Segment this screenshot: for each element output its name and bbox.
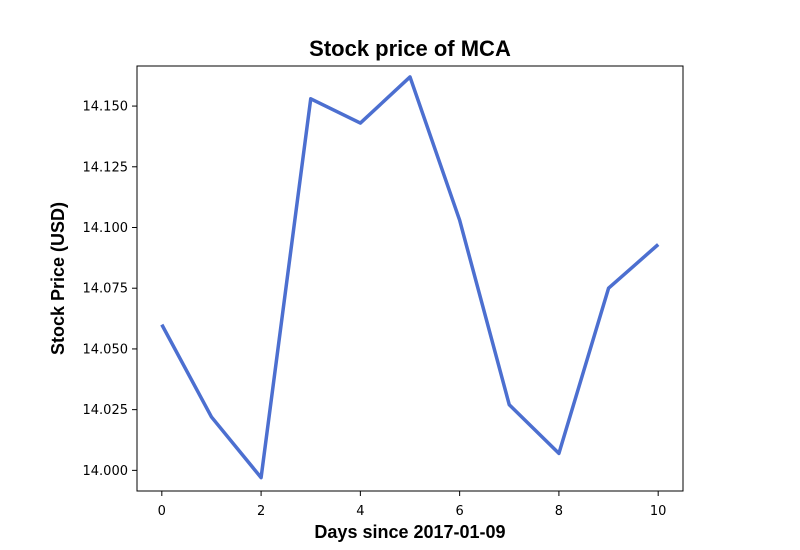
series-line-0 (160, 75, 660, 480)
x-axis-label: Days since 2017-01-09 (314, 522, 505, 542)
y-tick-label: 14.050 (83, 342, 129, 357)
chart-title: Stock price of MCA (309, 36, 511, 61)
x-tick-label: 10 (650, 504, 667, 519)
y-axis: 14.000 14.025 14.050 14.075 14.100 14.125 14.1… (83, 100, 137, 479)
x-tick-label: 0 (158, 504, 166, 519)
x-tick-label: 4 (356, 504, 364, 519)
y-tick-label: 14.100 (83, 221, 129, 236)
x-axis: 0 2 4 6 8 10 (158, 491, 667, 519)
y-tick-label: 14.000 (83, 464, 129, 479)
y-tick-label: 14.025 (83, 403, 129, 418)
x-tick-label: 6 (455, 504, 463, 519)
plot-frame (136, 65, 684, 492)
y-tick-label: 14.150 (83, 100, 129, 115)
x-tick-label: 8 (555, 504, 563, 519)
plot-area (160, 75, 660, 480)
y-axis-label: Stock Price (USD) (48, 202, 68, 355)
x-tick-label: 2 (257, 504, 265, 519)
y-tick-label: 14.075 (83, 282, 129, 297)
y-tick-label: 14.125 (83, 160, 129, 175)
